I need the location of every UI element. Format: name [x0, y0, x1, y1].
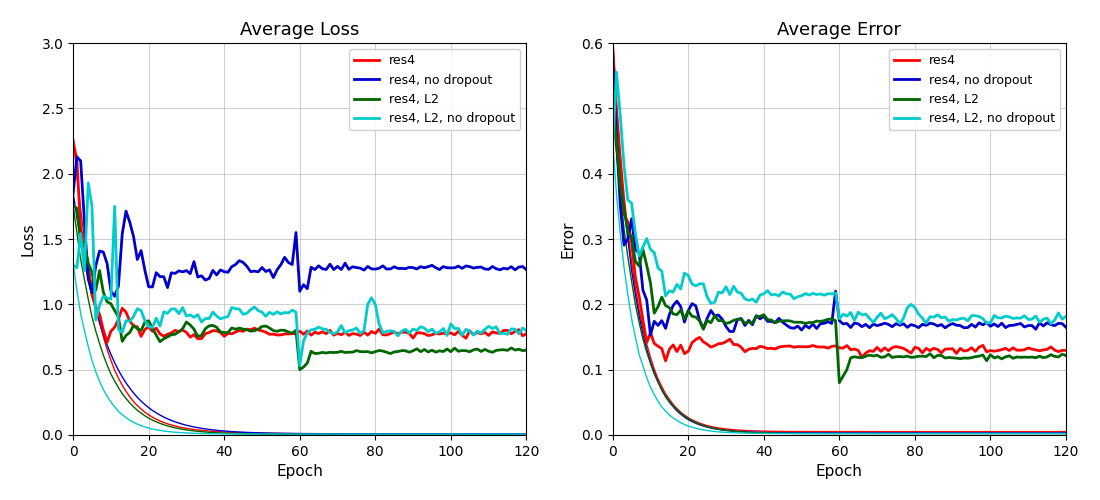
res4, L2, no dropout: [893, 320, 906, 326]
res4, L2, no dropout: [358, 328, 371, 334]
res4, L2: [651, 304, 664, 310]
Line: res4: res4: [613, 46, 1066, 361]
res4: [520, 331, 534, 337]
res4: [916, 350, 930, 356]
Legend: res4, res4, no dropout, res4, L2, res4, L2, no dropout: res4, res4, no dropout, res4, L2, res4, …: [889, 50, 1059, 130]
res4: [1033, 348, 1046, 354]
res4, L2, no dropout: [609, 69, 623, 75]
Line: res4, L2: res4, L2: [73, 206, 527, 370]
res4, no dropout: [66, 190, 79, 196]
res4: [116, 305, 129, 311]
Legend: res4, res4, no dropout, res4, L2, res4, L2, no dropout: res4, res4, no dropout, res4, L2, res4, …: [349, 50, 520, 130]
res4, L2, no dropout: [520, 328, 534, 334]
res4, no dropout: [179, 268, 192, 274]
res4, no dropout: [379, 266, 393, 272]
res4, no dropout: [893, 322, 906, 328]
res4, L2, no dropout: [66, 262, 79, 268]
res4, L2: [112, 314, 125, 320]
res4, L2: [520, 347, 534, 353]
res4, L2: [893, 354, 906, 360]
X-axis label: Epoch: Epoch: [816, 464, 862, 479]
res4: [66, 138, 79, 144]
res4, L2, no dropout: [1033, 320, 1046, 326]
Line: res4: res4: [73, 141, 527, 342]
res4, L2, no dropout: [803, 292, 816, 298]
res4, L2, no dropout: [379, 328, 393, 334]
res4, no dropout: [916, 322, 930, 328]
res4, no dropout: [606, 56, 619, 62]
res4: [716, 340, 729, 346]
res4: [659, 358, 672, 364]
res4, no dropout: [358, 267, 371, 273]
res4, L2: [66, 204, 79, 210]
res4, L2, no dropout: [294, 362, 307, 368]
res4: [494, 330, 507, 336]
res4, no dropout: [120, 208, 133, 214]
res4, L2, no dropout: [1059, 314, 1072, 320]
res4, no dropout: [266, 274, 279, 280]
res4, no dropout: [803, 325, 816, 331]
res4, L2, no dropout: [656, 268, 669, 274]
res4: [606, 44, 619, 50]
res4, L2: [294, 366, 307, 372]
Line: res4, L2: res4, L2: [613, 108, 1066, 382]
res4: [100, 340, 113, 345]
res4, L2: [260, 323, 273, 329]
res4, L2: [833, 380, 846, 386]
res4, no dropout: [1033, 320, 1046, 326]
res4, L2: [173, 329, 186, 335]
res4, no dropout: [716, 316, 729, 322]
res4: [263, 332, 276, 338]
Y-axis label: Loss: Loss: [21, 222, 36, 256]
res4: [176, 327, 189, 333]
res4, L2, no dropout: [497, 330, 510, 336]
res4, L2: [799, 320, 812, 326]
res4, no dropout: [70, 154, 84, 160]
res4, no dropout: [497, 265, 510, 271]
Title: Average Error: Average Error: [778, 21, 901, 39]
res4, no dropout: [108, 293, 121, 299]
res4, L2, no dropout: [263, 310, 276, 316]
Line: res4, L2, no dropout: res4, L2, no dropout: [73, 183, 527, 366]
res4, L2: [376, 348, 389, 354]
res4, L2: [916, 353, 930, 359]
res4, L2, no dropout: [116, 330, 129, 336]
res4, L2, no dropout: [716, 290, 729, 296]
res4, L2, no dropout: [1044, 320, 1057, 326]
res4, no dropout: [1059, 324, 1072, 330]
res4: [893, 344, 906, 350]
res4, L2: [606, 106, 619, 112]
res4: [376, 332, 389, 338]
Y-axis label: Error: Error: [560, 220, 575, 258]
res4, L2: [1059, 352, 1072, 358]
res4, L2, no dropout: [916, 316, 930, 322]
res4, L2: [1033, 353, 1046, 359]
Line: res4, L2, no dropout: res4, L2, no dropout: [613, 72, 1066, 324]
res4, L2, no dropout: [606, 144, 619, 150]
res4, L2: [353, 348, 366, 354]
res4, no dropout: [520, 266, 534, 272]
res4, L2, no dropout: [81, 180, 95, 186]
res4: [353, 332, 366, 338]
res4, L2: [494, 347, 507, 353]
res4, L2: [712, 318, 725, 324]
Line: res4, no dropout: res4, no dropout: [73, 157, 527, 296]
res4, no dropout: [644, 332, 657, 338]
Title: Average Loss: Average Loss: [240, 21, 360, 39]
res4, no dropout: [656, 318, 669, 324]
res4: [1059, 348, 1072, 354]
res4: [651, 343, 664, 349]
Line: res4, no dropout: res4, no dropout: [613, 60, 1066, 335]
X-axis label: Epoch: Epoch: [276, 464, 323, 479]
res4: [803, 344, 816, 349]
res4, L2, no dropout: [176, 304, 189, 310]
